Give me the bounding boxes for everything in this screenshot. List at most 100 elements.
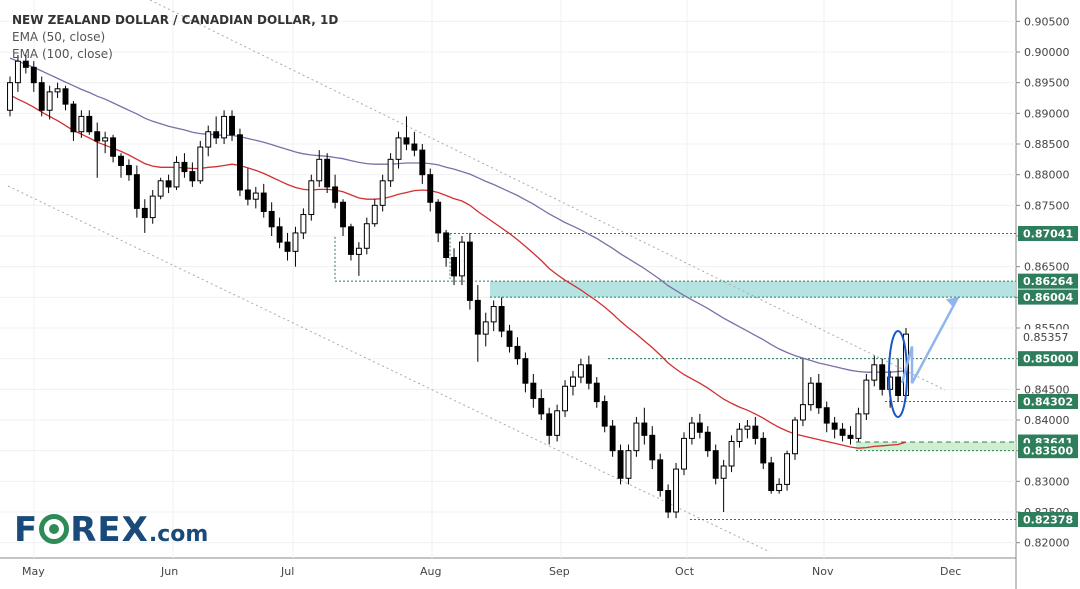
candle-body xyxy=(736,428,743,442)
x-tick-label: Jul xyxy=(280,565,294,578)
candle-body xyxy=(189,171,196,182)
y-tick-label: 0.90500 xyxy=(1024,15,1070,28)
support-resistance-zone xyxy=(856,442,1016,451)
logo-text-com: .com xyxy=(148,522,209,547)
price-level-label: 0.86004 xyxy=(1023,291,1073,304)
price-level-tag xyxy=(1018,511,1078,527)
price-level-tag xyxy=(1018,289,1078,305)
candle-body xyxy=(490,306,497,323)
candle-body xyxy=(546,413,553,436)
candle-body xyxy=(54,88,61,93)
candle-body xyxy=(86,115,93,133)
x-tick-label: Aug xyxy=(420,565,441,578)
candle-body xyxy=(498,306,505,332)
x-tick-label: Oct xyxy=(675,565,695,578)
ema50-line xyxy=(9,94,907,449)
candle-body xyxy=(704,431,711,452)
candle-body xyxy=(332,186,339,203)
candle-body xyxy=(895,376,902,396)
candle-body xyxy=(244,189,251,200)
candle-body xyxy=(30,66,37,84)
candle-body xyxy=(316,158,323,182)
annotation-ellipse xyxy=(888,330,908,418)
candle-body xyxy=(14,60,21,84)
x-tick-label: Nov xyxy=(812,565,834,578)
candle-body xyxy=(688,422,695,439)
candle-body xyxy=(236,134,243,191)
candle-body xyxy=(229,115,235,136)
price-level-label: 0.87041 xyxy=(1023,227,1073,240)
candle-body xyxy=(94,131,101,142)
y-tick-label: 0.90000 xyxy=(1024,46,1070,59)
candle-body xyxy=(570,376,576,387)
candle-body xyxy=(157,180,164,197)
candle-body xyxy=(62,88,69,105)
candle-body xyxy=(633,422,640,452)
y-tick-label: 0.87500 xyxy=(1024,199,1070,212)
candle-body xyxy=(213,131,220,139)
y-tick-label: 0.82000 xyxy=(1024,537,1070,550)
candle-body xyxy=(371,204,378,225)
candle-body xyxy=(776,483,783,492)
y-tick-label: 0.86500 xyxy=(1024,261,1070,274)
candle-body xyxy=(657,459,664,492)
candle-body xyxy=(308,180,315,216)
candle-body xyxy=(395,137,402,160)
candle-body xyxy=(752,425,759,439)
candle-body xyxy=(411,143,418,151)
logo-text-f: F xyxy=(14,510,39,550)
candle-body xyxy=(347,226,354,255)
candle-body xyxy=(482,321,489,335)
candle-body xyxy=(784,453,791,485)
price-level-label: 0.84302 xyxy=(1023,395,1073,408)
candle-body xyxy=(205,131,212,148)
candle-body xyxy=(387,158,394,182)
candle-body xyxy=(149,195,156,219)
price-level-label: 0.83500 xyxy=(1023,445,1073,458)
candle-body xyxy=(522,358,529,384)
projection-arrow-head xyxy=(946,297,958,308)
candle-body xyxy=(530,382,537,400)
candle-body xyxy=(379,180,386,206)
candle-body xyxy=(879,364,886,390)
candle-body xyxy=(46,91,53,111)
x-tick-label: Jun xyxy=(160,565,178,578)
candle-body xyxy=(221,115,228,139)
price-level-label: 0.86264 xyxy=(1023,275,1073,288)
candle-body xyxy=(649,434,656,461)
y-tick-label: 0.88500 xyxy=(1024,138,1070,151)
candle-body xyxy=(38,82,45,111)
candle-body xyxy=(403,137,410,145)
price-level-label: 0.82378 xyxy=(1023,513,1073,526)
candle-body xyxy=(466,241,473,301)
candle-body xyxy=(363,223,370,249)
candle-body xyxy=(284,241,291,252)
candle-body xyxy=(22,60,29,68)
x-tick-label: May xyxy=(22,565,45,578)
candle-body xyxy=(585,364,592,384)
candle-body xyxy=(459,241,465,277)
candle-body xyxy=(863,379,870,415)
chart-legend: NEW ZEALAND DOLLAR / CANADIAN DOLLAR, 1D… xyxy=(12,12,338,63)
candle-body xyxy=(102,137,109,142)
candle-body xyxy=(712,450,719,479)
forex-logo: F REX.com xyxy=(14,510,208,550)
candle-body xyxy=(681,437,687,470)
y-tick-label: 0.89000 xyxy=(1024,107,1070,120)
logo-text-rex: REX xyxy=(70,510,149,550)
candle-body xyxy=(617,450,624,479)
candle-body xyxy=(141,207,148,219)
y-tick-label: 0.84500 xyxy=(1024,383,1070,396)
candle-body xyxy=(300,214,307,234)
candle-body xyxy=(324,158,331,188)
candle-body xyxy=(451,256,457,277)
candle-body xyxy=(443,232,450,258)
candle-body xyxy=(728,440,735,467)
price-level-label: 0.85000 xyxy=(1023,353,1073,366)
candle-body xyxy=(7,82,13,111)
price-level-tag xyxy=(1018,351,1078,367)
candle-body xyxy=(110,137,117,157)
candle-body xyxy=(815,382,822,409)
